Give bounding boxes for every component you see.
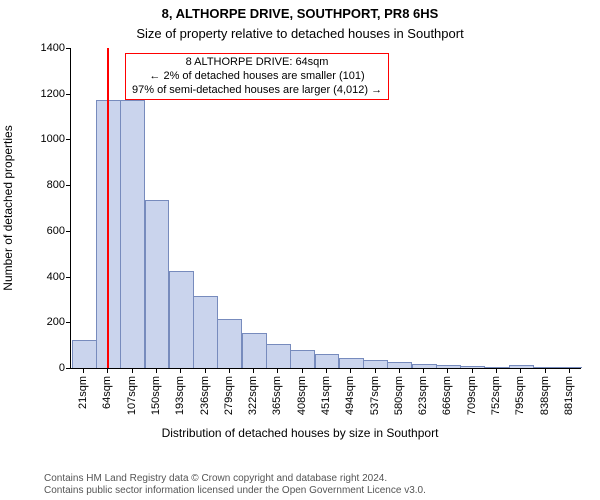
histogram-bar (120, 100, 145, 368)
histogram-bar (533, 367, 558, 368)
xtick-label: 64sqm (101, 376, 113, 424)
footer-attribution: Contains HM Land Registry data © Crown c… (44, 473, 596, 496)
xtick-label: 580sqm (393, 376, 405, 424)
histogram-bar (339, 358, 364, 368)
annotation-line: ← 2% of detached houses are smaller (101… (132, 70, 382, 84)
xtick-label: 279sqm (223, 376, 235, 424)
xtick-mark (350, 368, 351, 373)
histogram-bar (242, 333, 267, 368)
chart-container: 8, ALTHORPE DRIVE, SOUTHPORT, PR8 6HS Si… (0, 0, 600, 500)
xtick-mark (520, 368, 521, 373)
xtick-mark (132, 368, 133, 373)
xtick-mark (496, 368, 497, 373)
histogram-bar (363, 360, 388, 368)
xtick-mark (423, 368, 424, 373)
histogram-bar (266, 344, 291, 368)
histogram-bar (145, 200, 170, 368)
footer-line-2: Contains public sector information licen… (44, 485, 596, 497)
ytick-mark (66, 231, 71, 232)
histogram-bar (557, 367, 582, 368)
xtick-mark (83, 368, 84, 373)
y-axis-label: Number of detached properties (1, 125, 15, 290)
xtick-mark (229, 368, 230, 373)
xtick-label: 623sqm (417, 376, 429, 424)
ytick-label: 1400 (29, 42, 65, 54)
chart-title-main: 8, ALTHORPE DRIVE, SOUTHPORT, PR8 6HS (0, 6, 600, 21)
histogram-bar (460, 366, 485, 368)
xtick-mark (205, 368, 206, 373)
xtick-label: 451sqm (320, 376, 332, 424)
xtick-label: 709sqm (466, 376, 478, 424)
histogram-bar (193, 296, 218, 368)
xtick-mark (253, 368, 254, 373)
xtick-mark (569, 368, 570, 373)
xtick-label: 107sqm (126, 376, 138, 424)
xtick-label: 838sqm (539, 376, 551, 424)
xtick-mark (545, 368, 546, 373)
ytick-label: 200 (29, 316, 65, 328)
reference-line (107, 48, 109, 368)
chart-title-sub: Size of property relative to detached ho… (0, 26, 600, 41)
ytick-mark (66, 48, 71, 49)
xtick-label: 494sqm (344, 376, 356, 424)
xtick-label: 365sqm (271, 376, 283, 424)
xtick-label: 236sqm (199, 376, 211, 424)
ytick-label: 1200 (29, 88, 65, 100)
ytick-label: 800 (29, 179, 65, 191)
xtick-mark (375, 368, 376, 373)
histogram-bar (290, 350, 315, 368)
ytick-mark (66, 185, 71, 186)
xtick-label: 193sqm (174, 376, 186, 424)
ytick-label: 600 (29, 225, 65, 237)
annotation-box: 8 ALTHORPE DRIVE: 64sqm← 2% of detached … (125, 53, 389, 100)
x-axis-label: Distribution of detached houses by size … (0, 426, 600, 440)
xtick-label: 881sqm (563, 376, 575, 424)
histogram-bar (315, 354, 340, 368)
xtick-label: 322sqm (247, 376, 259, 424)
annotation-line: 97% of semi-detached houses are larger (… (132, 84, 382, 98)
ytick-mark (66, 94, 71, 95)
histogram-bar (72, 340, 97, 368)
xtick-mark (472, 368, 473, 373)
xtick-mark (302, 368, 303, 373)
histogram-bar (217, 319, 242, 368)
histogram-bar (387, 362, 412, 368)
xtick-label: 666sqm (441, 376, 453, 424)
ytick-label: 400 (29, 271, 65, 283)
annotation-line: 8 ALTHORPE DRIVE: 64sqm (132, 56, 382, 70)
xtick-mark (399, 368, 400, 373)
ytick-mark (66, 139, 71, 140)
xtick-mark (180, 368, 181, 373)
ytick-label: 0 (29, 362, 65, 374)
histogram-bar (169, 271, 194, 368)
ytick-mark (66, 368, 71, 369)
footer-line-1: Contains HM Land Registry data © Crown c… (44, 473, 596, 485)
xtick-mark (326, 368, 327, 373)
xtick-label: 537sqm (369, 376, 381, 424)
xtick-mark (447, 368, 448, 373)
xtick-label: 21sqm (77, 376, 89, 424)
xtick-label: 795sqm (514, 376, 526, 424)
ytick-label: 1000 (29, 133, 65, 145)
xtick-mark (277, 368, 278, 373)
xtick-mark (107, 368, 108, 373)
ytick-mark (66, 277, 71, 278)
xtick-label: 408sqm (296, 376, 308, 424)
xtick-mark (156, 368, 157, 373)
ytick-mark (66, 322, 71, 323)
plot-area: 020040060080010001200140021sqm64sqm107sq… (70, 48, 581, 369)
xtick-label: 752sqm (490, 376, 502, 424)
xtick-label: 150sqm (150, 376, 162, 424)
